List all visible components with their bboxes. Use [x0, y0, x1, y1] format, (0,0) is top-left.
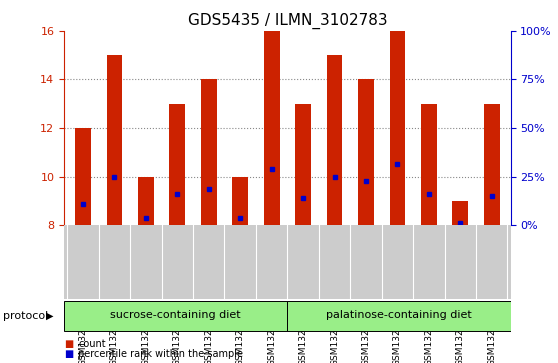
Bar [264, 31, 280, 225]
Text: count: count [78, 339, 106, 349]
Text: ▶: ▶ [46, 311, 54, 321]
Bar [170, 104, 185, 225]
Bar [232, 176, 248, 225]
Bar [453, 201, 468, 225]
Bar [484, 104, 499, 225]
Bar [287, 301, 511, 330]
Bar [295, 104, 311, 225]
Bar [75, 128, 91, 225]
Bar [138, 176, 154, 225]
Bar [201, 79, 217, 225]
Text: ■: ■ [64, 339, 74, 349]
Text: sucrose-containing diet: sucrose-containing diet [110, 310, 241, 320]
Text: percentile rank within the sample: percentile rank within the sample [78, 349, 243, 359]
Bar [358, 79, 374, 225]
Text: palatinose-containing diet: palatinose-containing diet [326, 310, 472, 320]
Text: GDS5435 / ILMN_3102783: GDS5435 / ILMN_3102783 [187, 13, 387, 29]
Text: protocol: protocol [3, 311, 48, 321]
Bar [107, 55, 122, 225]
Bar [389, 31, 405, 225]
Bar [326, 55, 343, 225]
Bar [421, 104, 437, 225]
Bar [64, 301, 287, 330]
Text: ■: ■ [64, 349, 74, 359]
